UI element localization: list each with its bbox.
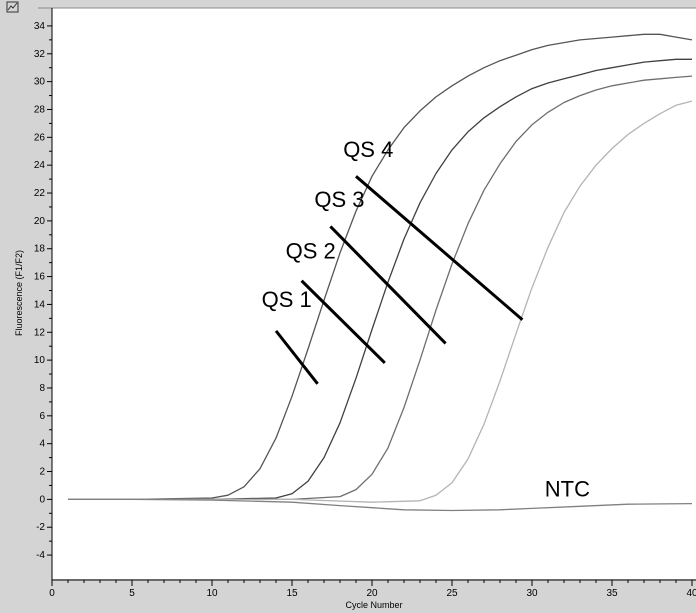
y-tick-label: 12 [34,327,46,338]
x-tick-label: 35 [606,588,618,599]
y-tick-label: 28 [34,104,46,115]
y-tick-label: 14 [34,299,46,310]
annotation-label-ntc: NTC [545,477,590,502]
y-tick-label: 26 [34,132,46,143]
y-axis-label: Fluorescence (F1/F2) [14,250,24,336]
chart-window-icon[interactable] [6,1,19,13]
series-line-qs-4 [68,100,693,503]
x-tick-label: 30 [526,588,538,599]
x-tick-label: 15 [286,588,298,599]
series-line-qs-3 [68,75,693,501]
x-tick-label: 0 [49,588,55,599]
x-axis-label: Cycle Number [345,600,402,610]
y-tick-label: 34 [34,21,46,32]
x-tick-label: 5 [129,588,135,599]
plot-area [52,8,696,579]
y-tick-label: -4 [36,550,45,561]
annotation-label-qs-3: QS 3 [314,187,364,212]
y-tick-label: 6 [39,411,45,422]
y-tick-label: -2 [36,522,45,533]
y-tick-label: 24 [34,160,46,171]
y-tick-label: 0 [39,494,45,505]
y-tick-label: 16 [34,272,46,283]
annotation-label-qs-2: QS 2 [286,238,336,263]
y-tick-label: 18 [34,244,46,255]
series-line-qs-2 [68,58,692,501]
y-tick-label: 8 [39,383,45,394]
y-tick-label: 10 [34,355,46,366]
y-tick-label: 32 [34,49,46,60]
annotation-pointer-qs-2 [300,279,386,364]
annotation-pointer-qs-1 [274,329,319,385]
y-tick-label: 30 [34,77,46,88]
annotation-pointer-qs-4 [355,175,524,321]
series-line-ntc [68,498,693,512]
series-layer [68,33,693,512]
annotation-layer: QS 4 QS 3 QS 2 QS 1 NTC [262,137,591,502]
x-tick-label: 25 [446,588,458,599]
y-tick-label: 2 [39,467,45,478]
x-tick-label: 10 [206,588,218,599]
annotation-label-qs-4: QS 4 [343,137,393,162]
series-line-qs-1 [68,33,693,501]
y-tick-label: 22 [34,188,46,199]
x-tick-label: 20 [366,588,378,599]
y-tick-label: 4 [39,439,45,450]
annotation-label-qs-1: QS 1 [262,287,312,312]
x-tick-label: 40 [686,588,696,599]
y-tick-label: 20 [34,216,46,227]
annotation-pointer-qs-3 [329,225,447,345]
